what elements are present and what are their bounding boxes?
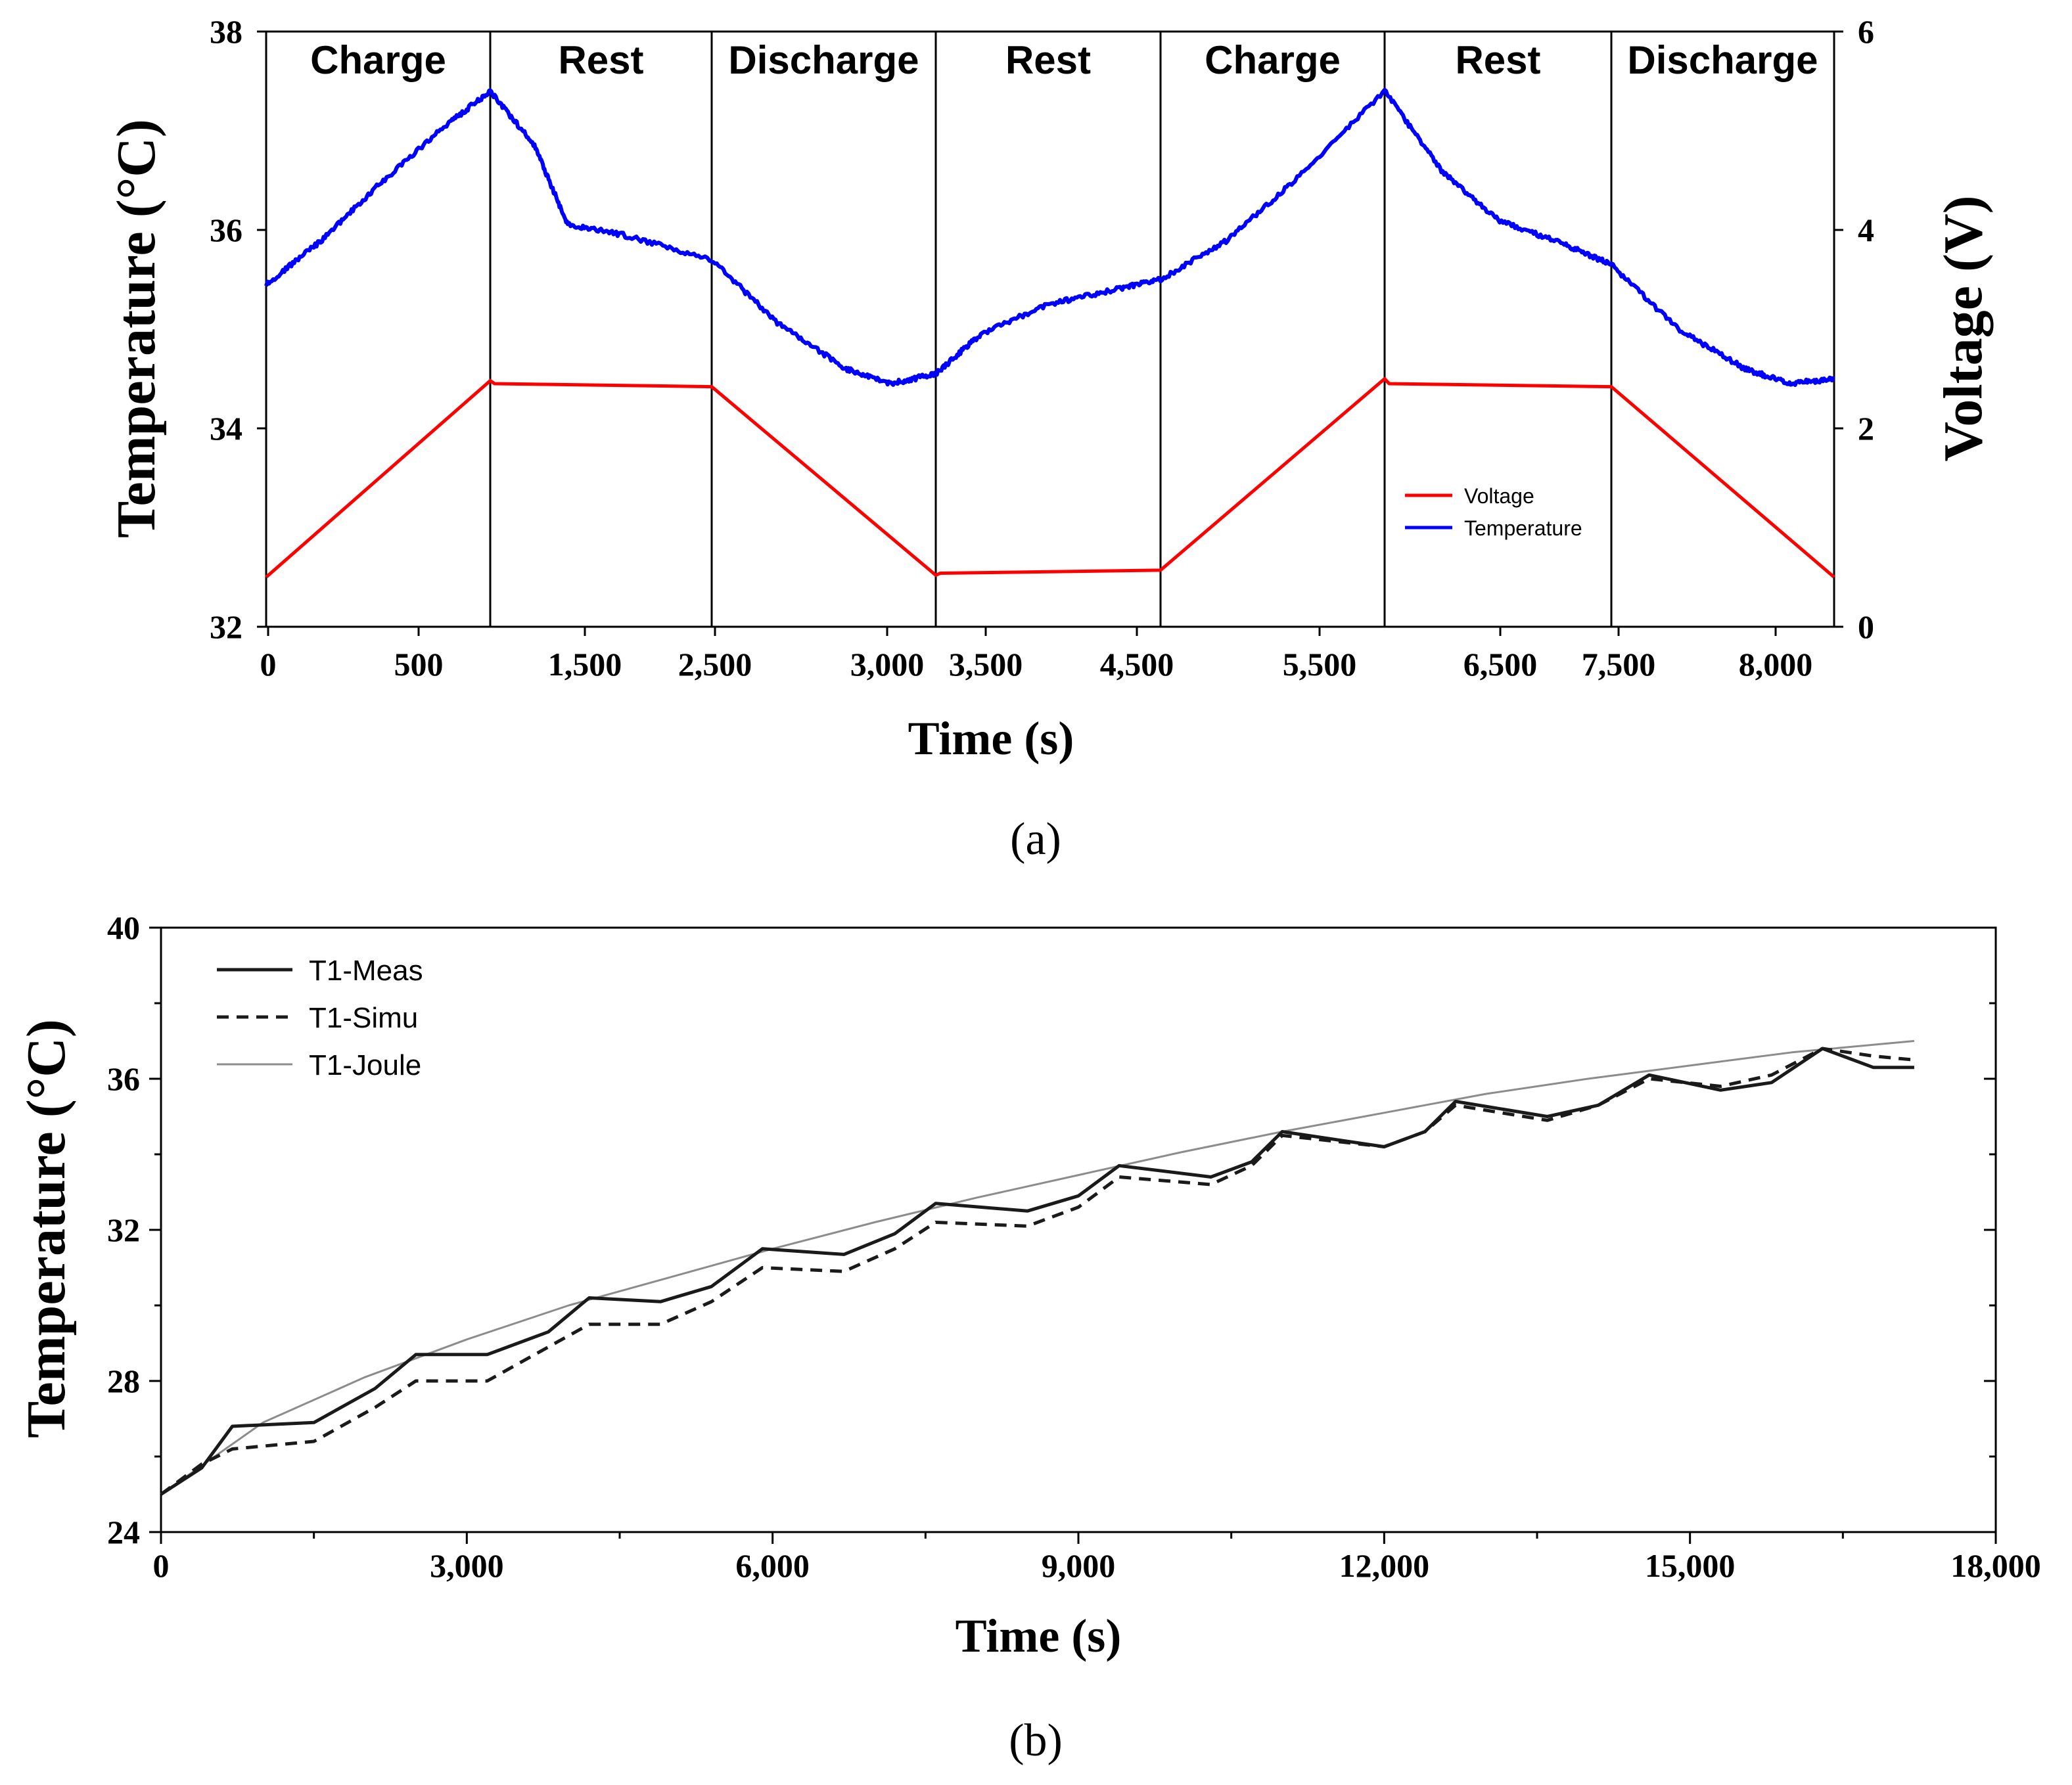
x-tick-label: 3,000 <box>850 646 925 683</box>
x-tick-label: 0 <box>260 646 277 683</box>
legend-t1-simu-label: T1-Simu <box>309 1002 418 1034</box>
chart-a-y2-axis-label: Voltage (V) <box>1933 195 1994 461</box>
x-tick-label: 9,000 <box>1042 1547 1116 1584</box>
y2-tick-label: 6 <box>1858 13 1874 50</box>
chart-b-y-axis-label: Temperature (°C) <box>16 1019 77 1438</box>
x-tick-label: 0 <box>153 1547 170 1584</box>
y2-tick-label: 0 <box>1858 608 1874 645</box>
x-tick-label: 7,500 <box>1582 646 1656 683</box>
chart-a-series <box>264 87 1835 579</box>
chart-b-legend: T1-Meas T1-Simu T1-Joule <box>217 955 423 1081</box>
chart-a-panel-label: (a) <box>1010 814 1061 865</box>
y-tick-label: 28 <box>107 1363 140 1399</box>
y-tick-label: 24 <box>107 1514 140 1550</box>
x-tick-label: 15,000 <box>1645 1547 1736 1584</box>
y-tick-label: 36 <box>210 212 242 248</box>
series-t1-meas <box>160 1047 1914 1496</box>
legend-temperature-label: Temperature <box>1464 516 1582 540</box>
legend-t1-joule-label: T1-Joule <box>309 1049 421 1081</box>
x-tick-label: 2,500 <box>678 646 752 683</box>
x-tick-label: 3,500 <box>949 646 1023 683</box>
x-tick-label: 3,000 <box>430 1547 504 1584</box>
chart-a-phase-dividers: Charge Rest Discharge Rest Charge Rest Dischar… <box>310 32 1818 627</box>
chart-b-x-axis-label: Time (s) <box>955 1610 1122 1662</box>
phase-label-rest: Rest <box>1005 38 1091 82</box>
x-tick-label: 12,000 <box>1339 1547 1430 1584</box>
phase-label-charge: Charge <box>310 38 446 82</box>
series-voltage <box>265 377 1835 579</box>
chart-b-panel-label: (b) <box>1009 1715 1063 1766</box>
chart-a-axes: 32 34 36 38 0 2 4 6 0 500 1,500 2,500 3,000 3,500 4,50… <box>210 13 1874 683</box>
y-tick-label: 38 <box>210 13 242 50</box>
phase-label-discharge: Discharge <box>728 38 919 82</box>
chart-a-x-axis-label: Time (s) <box>908 712 1074 765</box>
x-tick-label: 5,500 <box>1283 646 1357 683</box>
phase-label-charge: Charge <box>1205 38 1341 82</box>
y-tick-label: 32 <box>210 608 242 645</box>
y-tick-label: 32 <box>107 1211 140 1248</box>
y-tick-label: 34 <box>210 410 242 447</box>
phase-label-rest: Rest <box>558 38 643 82</box>
series-t1-simu <box>160 1047 1915 1496</box>
chart-a-legend: Voltage Temperature <box>1405 484 1582 540</box>
chart-a: Charge Rest Discharge Rest Charge Rest Dischar… <box>106 13 1994 865</box>
series-t1-joule <box>160 1040 1915 1495</box>
x-tick-label: 6,500 <box>1463 646 1538 683</box>
phase-label-discharge: Discharge <box>1627 38 1818 82</box>
x-tick-label: 500 <box>394 646 444 683</box>
legend-voltage-label: Voltage <box>1464 484 1534 508</box>
y2-tick-label: 4 <box>1858 212 1874 248</box>
x-tick-label: 4,500 <box>1100 646 1174 683</box>
chart-a-y-axis-label: Temperature (°C) <box>106 119 167 538</box>
chart-a-plot-frame <box>265 30 1835 628</box>
chart-b-series <box>160 1040 1915 1496</box>
chart-b-axes: 0 3,000 6,000 9,000 12,000 15,000 18,000 24 28 32… <box>107 909 2041 1584</box>
y-tick-label: 40 <box>107 909 140 946</box>
y-tick-label: 36 <box>107 1060 140 1097</box>
x-tick-label: 6,000 <box>735 1547 810 1584</box>
legend-t1-meas-label: T1-Meas <box>309 955 423 987</box>
chart-b: 0 3,000 6,000 9,000 12,000 15,000 18,000 24 28 32… <box>16 909 2041 1766</box>
x-tick-label: 18,000 <box>1950 1547 2041 1584</box>
chart-b-plot-frame <box>160 926 1997 1533</box>
series-temperature <box>264 87 1835 387</box>
y2-tick-label: 2 <box>1858 410 1874 447</box>
phase-label-rest: Rest <box>1455 38 1540 82</box>
x-tick-label: 1,500 <box>548 646 622 683</box>
x-tick-label: 8,000 <box>1739 646 1813 683</box>
